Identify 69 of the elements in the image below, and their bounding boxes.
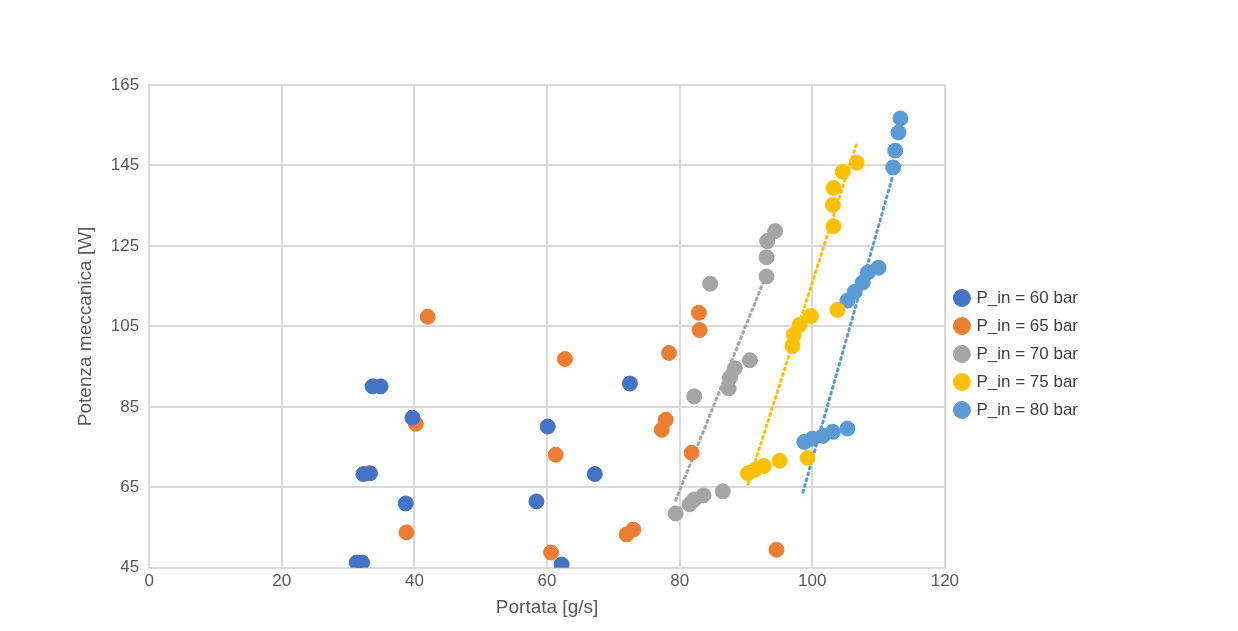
y-axis-title: Potenza meccanica [W] <box>73 226 95 427</box>
point <box>829 301 846 318</box>
point <box>768 541 785 558</box>
point <box>726 360 743 377</box>
point <box>771 452 788 469</box>
point <box>625 521 642 538</box>
point <box>528 493 545 510</box>
point <box>398 524 415 541</box>
point <box>653 421 670 438</box>
point <box>354 554 371 568</box>
point <box>741 352 758 369</box>
point <box>887 142 904 159</box>
point <box>755 458 772 475</box>
point <box>621 375 638 392</box>
point <box>825 218 842 235</box>
y-tick-label: 145 <box>110 155 140 175</box>
point <box>758 249 775 266</box>
x-tick-label: 120 <box>930 570 960 590</box>
point <box>824 196 841 213</box>
point <box>539 418 556 435</box>
x-tick-label: 100 <box>798 570 827 590</box>
point <box>695 487 712 504</box>
point <box>556 350 573 367</box>
x-tick-label: 80 <box>670 570 690 590</box>
point <box>791 316 808 333</box>
point <box>397 495 414 512</box>
point <box>825 180 842 196</box>
point <box>799 449 816 466</box>
point <box>892 110 909 127</box>
point <box>683 444 700 461</box>
point <box>802 307 819 324</box>
point <box>667 505 684 522</box>
legend-label: P_in = 70 bar <box>976 343 1079 363</box>
point <box>661 344 678 361</box>
legend-label: P_in = 80 bar <box>976 399 1079 419</box>
point <box>834 163 851 180</box>
point <box>824 423 841 440</box>
point <box>758 268 775 285</box>
point <box>759 233 776 250</box>
point <box>686 388 703 405</box>
y-tick-label: 105 <box>110 316 140 336</box>
y-tick-label: 85 <box>120 396 140 416</box>
point <box>885 159 902 176</box>
x-axis-title: Portata [g/s] <box>495 595 599 617</box>
legend-label: P_in = 60 bar <box>976 287 1079 307</box>
y-tick-label: 165 <box>110 74 140 94</box>
point <box>890 124 907 141</box>
legend-label: P_in = 75 bar <box>976 371 1079 391</box>
x-tick-label: 60 <box>537 570 557 590</box>
x-tick-label: 20 <box>272 570 292 590</box>
x-tick-label: 40 <box>404 570 424 590</box>
legend-label: P_in = 65 bar <box>976 315 1079 335</box>
point <box>767 223 784 240</box>
point <box>690 304 707 321</box>
point <box>848 154 865 171</box>
y-tick-label: 45 <box>120 557 140 577</box>
y-tick-label: 125 <box>110 235 140 255</box>
point <box>870 259 887 276</box>
point <box>547 446 564 463</box>
point <box>586 466 603 483</box>
point <box>419 308 436 325</box>
y-tick-label: 65 <box>120 477 140 497</box>
point <box>691 322 708 339</box>
point <box>404 409 421 426</box>
point <box>714 483 731 500</box>
point <box>839 420 856 437</box>
x-tick-label: 0 <box>144 570 154 590</box>
point <box>702 275 719 292</box>
point <box>543 544 560 561</box>
